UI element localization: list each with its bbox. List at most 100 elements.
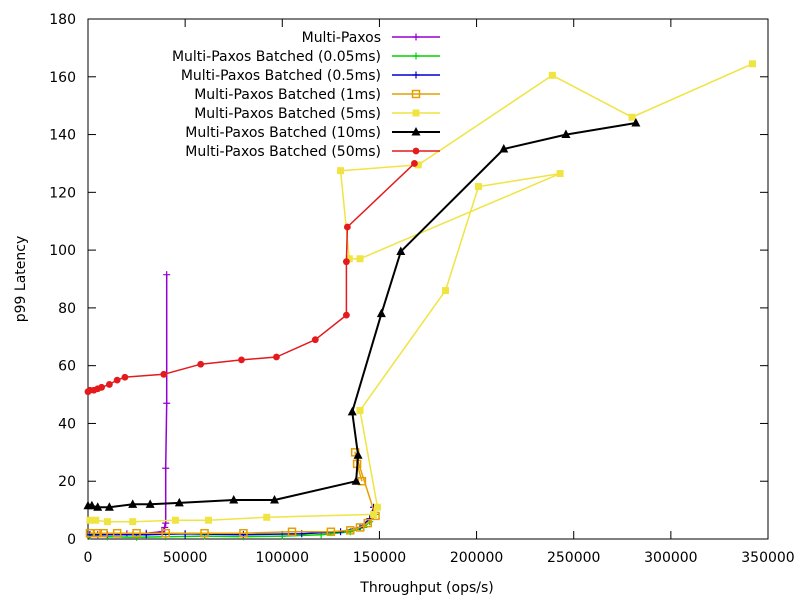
data-point bbox=[347, 406, 357, 416]
series-line bbox=[89, 274, 168, 536]
data-point bbox=[163, 399, 171, 407]
data-point bbox=[355, 523, 365, 532]
series-line bbox=[87, 162, 415, 393]
data-point bbox=[363, 518, 373, 528]
legend-label: Multi-Paxos Batched (1ms) bbox=[194, 87, 381, 103]
x-axis-label: Throughput (ops/s) bbox=[359, 580, 493, 596]
y-tick-label: 140 bbox=[49, 128, 76, 144]
data-point bbox=[92, 516, 100, 524]
data-point bbox=[287, 527, 297, 537]
legend-item: Multi-Paxos Batched (0.5ms) bbox=[181, 68, 440, 84]
series-line bbox=[88, 122, 637, 509]
data-point bbox=[414, 161, 422, 169]
x-tick-label: 50000 bbox=[163, 550, 208, 566]
x-tick-label: 100000 bbox=[256, 550, 309, 566]
data-point bbox=[129, 518, 137, 526]
data-point bbox=[628, 113, 636, 121]
data-point bbox=[197, 360, 205, 368]
data-point bbox=[748, 60, 756, 68]
series-5 bbox=[86, 60, 756, 526]
legend-label: Multi-Paxos bbox=[302, 30, 381, 46]
data-point bbox=[273, 353, 280, 361]
data-point bbox=[631, 118, 641, 127]
data-point bbox=[160, 370, 168, 378]
legend-item: Multi-Paxos Batched (50ms) bbox=[185, 144, 440, 160]
data-point bbox=[373, 503, 381, 511]
data-point bbox=[163, 271, 171, 279]
data-point bbox=[311, 336, 319, 344]
data-point bbox=[475, 183, 483, 191]
data-point bbox=[337, 167, 345, 175]
data-point bbox=[396, 246, 406, 256]
data-point bbox=[128, 499, 138, 508]
data-point bbox=[556, 170, 564, 178]
legend-item: Multi-Paxos Batched (0.05ms) bbox=[172, 49, 440, 65]
data-point bbox=[351, 476, 361, 485]
data-point bbox=[270, 495, 280, 504]
data-point bbox=[356, 255, 364, 263]
legend-label: Multi-Paxos Batched (0.05ms) bbox=[172, 49, 381, 65]
data-point bbox=[499, 144, 509, 153]
legend-item: Multi-Paxos Batched (1ms) bbox=[194, 87, 440, 103]
data-point bbox=[104, 502, 114, 511]
data-point bbox=[345, 255, 353, 263]
legend: Multi-Paxos Multi-Paxos Batched (0.05ms) M… bbox=[172, 30, 440, 160]
data-point bbox=[99, 528, 108, 538]
data-point bbox=[103, 518, 111, 526]
data-point bbox=[93, 502, 103, 511]
legend-marker-sample bbox=[411, 89, 421, 99]
series-line bbox=[89, 451, 377, 534]
data-point bbox=[263, 513, 271, 521]
data-point bbox=[200, 528, 209, 538]
series-7 bbox=[84, 160, 418, 396]
data-point bbox=[441, 287, 449, 295]
data-point bbox=[105, 381, 113, 388]
series-line bbox=[89, 63, 753, 523]
data-point bbox=[113, 376, 121, 384]
y-axis-label: p99 Latency bbox=[13, 236, 29, 323]
data-point bbox=[87, 500, 97, 510]
y-tick-label: 100 bbox=[49, 243, 76, 259]
x-tick-label: 150000 bbox=[353, 550, 406, 566]
legend-marker-sample bbox=[412, 109, 420, 117]
data-point bbox=[85, 528, 95, 538]
data-point bbox=[121, 373, 129, 381]
series-layer bbox=[83, 60, 756, 541]
x-tick-label: 200000 bbox=[450, 550, 503, 566]
legend-item: Multi-Paxos bbox=[302, 30, 440, 46]
y-tick-label: 80 bbox=[58, 301, 76, 317]
data-point bbox=[132, 528, 141, 538]
series-6 bbox=[83, 118, 641, 511]
data-point bbox=[353, 450, 363, 459]
legend-marker-sample bbox=[411, 127, 421, 136]
data-point bbox=[229, 495, 239, 504]
x-tick-label: 250000 bbox=[547, 550, 600, 566]
y-tick-label: 160 bbox=[49, 70, 76, 86]
legend-marker-sample bbox=[412, 147, 420, 155]
data-point bbox=[162, 464, 170, 472]
data-point bbox=[239, 528, 248, 538]
y-tick-label: 180 bbox=[49, 12, 76, 28]
data-point bbox=[548, 71, 556, 79]
legend-label: Multi-Paxos Batched (0.5ms) bbox=[181, 68, 381, 84]
legend-label: Multi-Paxos Batched (10ms) bbox=[185, 125, 381, 141]
x-tick-label: 0 bbox=[84, 550, 93, 566]
data-point bbox=[145, 499, 155, 508]
y-tick-label: 20 bbox=[58, 474, 76, 490]
data-point bbox=[174, 497, 184, 507]
data-point bbox=[238, 356, 245, 364]
data-point bbox=[411, 160, 418, 167]
data-point bbox=[356, 406, 364, 414]
data-point bbox=[142, 531, 150, 539]
data-point bbox=[346, 526, 355, 535]
data-point bbox=[326, 527, 336, 537]
data-point bbox=[343, 223, 351, 231]
data-point bbox=[86, 516, 94, 524]
legend-marker-sample bbox=[412, 71, 420, 79]
series-1 bbox=[86, 271, 171, 539]
y-tick-label: 120 bbox=[49, 185, 76, 201]
data-point bbox=[204, 516, 212, 524]
data-point bbox=[376, 308, 386, 318]
